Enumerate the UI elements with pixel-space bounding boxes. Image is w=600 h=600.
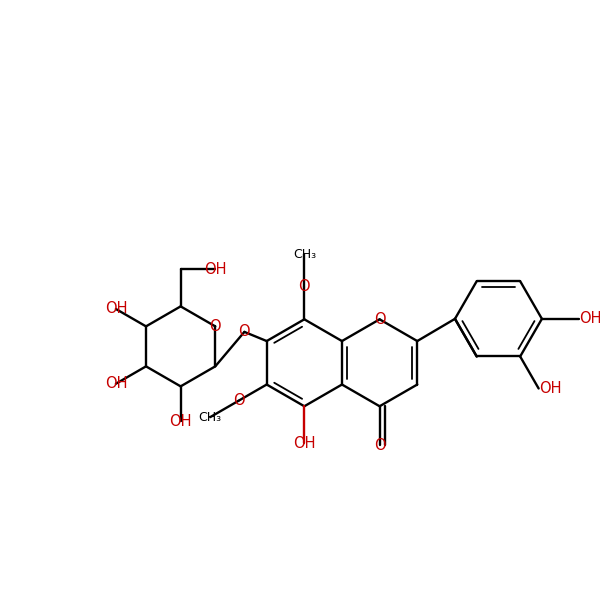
Text: O: O	[239, 325, 250, 340]
Text: OH: OH	[204, 262, 227, 277]
Text: OH: OH	[104, 376, 127, 391]
Text: O: O	[209, 319, 221, 334]
Text: CH₃: CH₃	[199, 410, 222, 424]
Text: O: O	[299, 279, 310, 294]
Text: O: O	[374, 312, 385, 327]
Text: OH: OH	[539, 381, 561, 396]
Text: O: O	[233, 394, 244, 409]
Text: O: O	[374, 438, 385, 453]
Text: OH: OH	[104, 301, 127, 316]
Text: OH: OH	[169, 413, 192, 428]
Text: CH₃: CH₃	[293, 248, 316, 260]
Text: OH: OH	[293, 436, 316, 451]
Text: OH: OH	[579, 311, 600, 326]
